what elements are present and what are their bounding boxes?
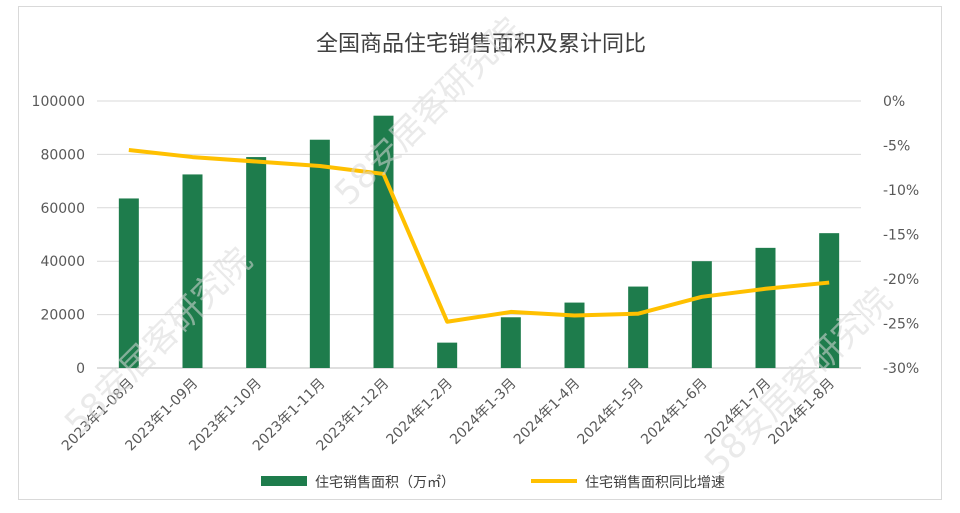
chart-title: 全国商品住宅销售面积及累计同比 — [316, 32, 646, 57]
bar-series — [118, 115, 840, 368]
x-tick-label: 2024年1-5月 — [575, 376, 647, 448]
bar — [628, 286, 649, 368]
legend-bar-swatch — [261, 476, 307, 486]
x-tick-label: 2024年1-4月 — [511, 376, 583, 448]
bar — [564, 302, 585, 368]
left-tick-label: 20000 — [40, 308, 85, 324]
bar — [118, 198, 139, 368]
legend-bar-label: 住宅销售面积（万㎡） — [315, 475, 455, 491]
line-series — [128, 147, 830, 324]
right-tick-label: -20% — [883, 272, 919, 288]
watermark-text-3: 58安居客研究院 — [697, 280, 900, 483]
bar — [182, 174, 203, 368]
bar — [755, 247, 776, 368]
right-tick-label: -10% — [883, 183, 919, 199]
legend-line-label: 住宅销售面积同比增速 — [585, 475, 725, 491]
right-tick-label: -5% — [883, 139, 910, 155]
bar — [691, 261, 712, 368]
gridlines — [97, 100, 861, 369]
right-tick-label: -15% — [883, 228, 919, 244]
left-axis: 0 20000 40000 60000 80000 100000 — [32, 94, 85, 377]
left-tick-label: 40000 — [40, 254, 85, 270]
chart: 全国商品住宅销售面积及累计同比 0 20000 40000 60000 80000 100… — [32, 10, 920, 491]
x-tick-label: 2024年1-6月 — [638, 376, 710, 448]
bar — [500, 317, 521, 368]
legend: 住宅销售面积（万㎡） 住宅销售面积同比增速 — [261, 475, 725, 491]
left-tick-label: 0 — [76, 361, 85, 377]
left-tick-label: 80000 — [40, 147, 85, 163]
bar — [246, 157, 267, 368]
right-tick-label: 0% — [883, 94, 905, 110]
right-tick-label: -25% — [883, 317, 919, 333]
bar — [309, 139, 330, 368]
bar — [819, 233, 840, 368]
right-axis: 0% -5% -10% -15% -20% -25% -30% — [883, 94, 919, 377]
bar — [437, 342, 458, 368]
chart-frame: 全国商品住宅销售面积及累计同比 0 20000 40000 60000 80000 100… — [18, 6, 942, 500]
right-tick-label: -30% — [883, 361, 919, 377]
left-tick-label: 60000 — [40, 201, 85, 217]
growth-line — [128, 147, 830, 324]
bar — [373, 115, 394, 368]
left-tick-label: 100000 — [32, 94, 85, 110]
x-tick-label: 2024年1-2月 — [384, 376, 456, 448]
x-tick-label: 2024年1-3月 — [447, 376, 519, 448]
